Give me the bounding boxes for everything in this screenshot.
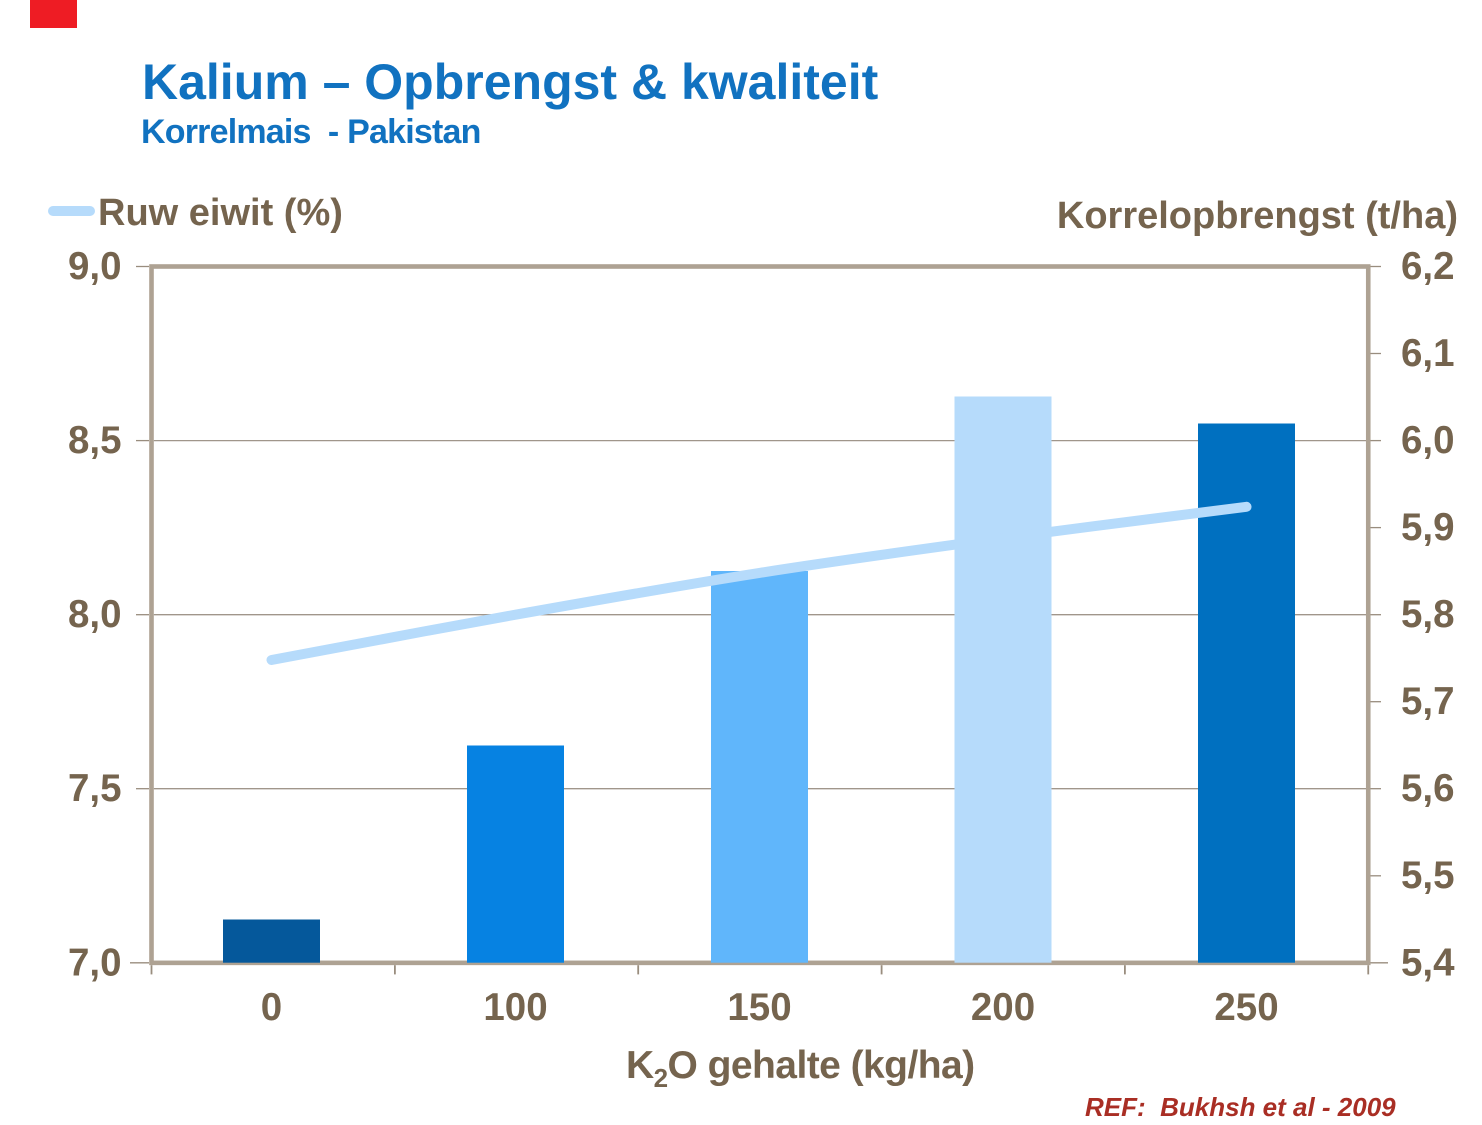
svg-text:Kalium – Opbrengst & kwaliteit: Kalium – Opbrengst & kwaliteit — [142, 54, 879, 110]
svg-text:5,7: 5,7 — [1401, 680, 1455, 723]
svg-text:6,2: 6,2 — [1401, 245, 1455, 288]
svg-text:250: 250 — [1214, 986, 1278, 1029]
svg-text:0: 0 — [261, 986, 282, 1029]
svg-text:8,5: 8,5 — [68, 419, 122, 462]
svg-text:150: 150 — [727, 986, 791, 1029]
svg-text:5,5: 5,5 — [1401, 854, 1455, 897]
svg-text:9,0: 9,0 — [68, 245, 122, 288]
svg-text:K2O gehalte (kg/ha): K2O gehalte (kg/ha) — [626, 1044, 975, 1093]
svg-text:100: 100 — [483, 986, 547, 1029]
svg-text:5,4: 5,4 — [1401, 942, 1455, 985]
svg-text:Korrelopbrengst (t/ha): Korrelopbrengst (t/ha) — [1057, 195, 1458, 237]
svg-text:5,9: 5,9 — [1401, 506, 1455, 549]
svg-text:Korrelmais - Pakistan: Korrelmais - Pakistan — [141, 113, 481, 151]
svg-text:200: 200 — [971, 986, 1035, 1029]
svg-text:5,6: 5,6 — [1401, 767, 1455, 810]
svg-text:7,0: 7,0 — [68, 942, 122, 985]
svg-text:6,0: 6,0 — [1401, 419, 1455, 462]
svg-text:7,5: 7,5 — [68, 767, 122, 810]
svg-text:Ruw eiwit (%): Ruw eiwit (%) — [98, 192, 343, 234]
svg-text:8,0: 8,0 — [68, 593, 122, 636]
svg-text:5,8: 5,8 — [1401, 593, 1455, 636]
svg-text:6,1: 6,1 — [1401, 332, 1455, 375]
svg-text:REF: Bukhsh et al - 2009: REF: Bukhsh et al - 2009 — [1085, 1092, 1396, 1122]
